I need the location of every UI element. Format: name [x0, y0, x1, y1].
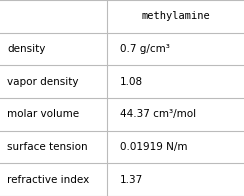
Text: methylamine: methylamine [141, 11, 210, 21]
Text: 44.37 cm³/mol: 44.37 cm³/mol [120, 109, 196, 119]
Text: 1.37: 1.37 [120, 175, 143, 185]
Text: 0.01919 N/m: 0.01919 N/m [120, 142, 187, 152]
Text: vapor density: vapor density [7, 77, 79, 87]
Text: surface tension: surface tension [7, 142, 88, 152]
Text: 1.08: 1.08 [120, 77, 143, 87]
Text: molar volume: molar volume [7, 109, 80, 119]
Text: 0.7 g/cm³: 0.7 g/cm³ [120, 44, 169, 54]
Text: refractive index: refractive index [7, 175, 90, 185]
Text: density: density [7, 44, 46, 54]
